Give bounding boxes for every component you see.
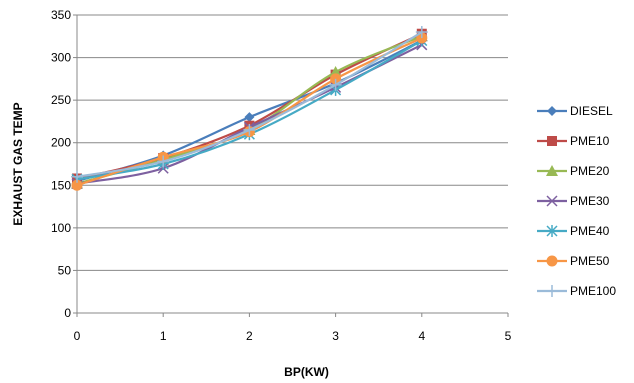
series-diesel: [72, 35, 427, 187]
y-tick-label: 100: [51, 221, 71, 235]
series-pme10: [72, 28, 427, 184]
x-tick-labels: 0 1 2 3 4 5: [74, 329, 512, 343]
data-point: [329, 78, 342, 91]
data-point: [244, 112, 255, 123]
y-tick-label: 250: [51, 93, 71, 107]
y-tick-label: 350: [51, 8, 71, 22]
legend-label: PME10: [570, 134, 610, 148]
legend-label: PME20: [570, 164, 610, 178]
legend-marker: [546, 165, 558, 176]
y-tick-label: 0: [64, 306, 71, 320]
legend-marker: [546, 255, 558, 267]
y-tick-labels: 0 50 100 150 200 250 300 350: [51, 8, 71, 320]
legend-item-pme20: PME20: [537, 164, 610, 178]
x-tick-label: 2: [246, 329, 253, 343]
data-point: [415, 26, 428, 39]
legend-item-pme30: PME30: [537, 194, 610, 208]
legend-label: PME40: [570, 224, 610, 238]
data-point: [157, 155, 170, 168]
axes: [73, 14, 509, 317]
legend-marker: [546, 225, 558, 237]
legend-label: PME30: [570, 194, 610, 208]
legend-marker: [547, 106, 557, 116]
series-pme100: [71, 26, 428, 183]
legend-item-pme50: PME50: [537, 254, 610, 268]
series-layer: [71, 26, 428, 191]
gridlines: [77, 14, 508, 271]
y-tick-label: 200: [51, 136, 71, 150]
x-tick-label: 5: [505, 329, 512, 343]
series-pme20: [71, 30, 428, 189]
x-tick-label: 0: [74, 329, 81, 343]
legend-item-pme40: PME40: [537, 224, 610, 238]
x-tick-label: 3: [332, 329, 339, 343]
legend: DIESEL PME10 PME20 PME30 PME40 PME50 PME100: [537, 104, 616, 298]
series-line: [76, 31, 423, 178]
legend-marker: [546, 195, 558, 207]
series-line: [76, 36, 423, 187]
legend-item-pme10: PME10: [537, 134, 610, 148]
data-point: [71, 179, 83, 191]
legend-item-diesel: DIESEL: [537, 104, 613, 118]
data-point: [71, 170, 83, 183]
data-point: [243, 123, 256, 136]
legend-marker: [547, 136, 557, 146]
y-tick-label: 300: [51, 51, 71, 65]
x-tick-label: 1: [160, 329, 167, 343]
x-axis-title: BP(KW): [284, 365, 329, 379]
y-axis-title: EXHAUST GAS TEMP: [11, 102, 25, 225]
x-tick-label: 4: [418, 329, 425, 343]
legend-marker: [546, 285, 558, 297]
y-tick-label: 50: [58, 263, 72, 277]
legend-label: PME50: [570, 254, 610, 268]
legend-item-pme100: PME100: [537, 284, 616, 298]
legend-label: PME100: [570, 284, 616, 298]
y-tick-label: 150: [51, 178, 71, 192]
legend-label: DIESEL: [570, 104, 613, 118]
